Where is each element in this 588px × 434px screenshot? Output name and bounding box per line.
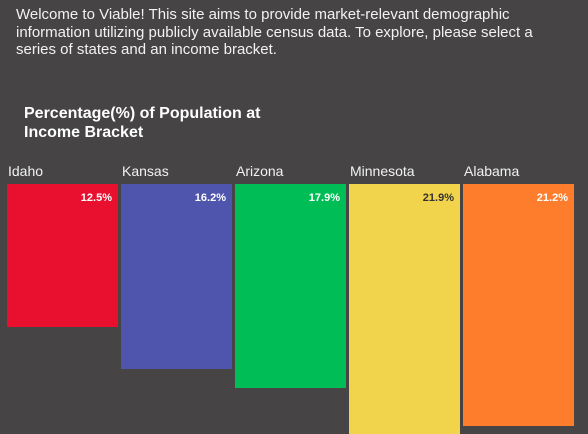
bar-chart: Idaho 12.5% Kansas 16.2% Arizona 17.9% Minneso… — [0, 160, 588, 434]
category-label: Idaho — [8, 163, 44, 179]
category-label: Alabama — [464, 163, 520, 179]
bar-alabama[interactable]: 21.2% — [463, 184, 574, 426]
bar-value-label: 21.2% — [536, 192, 568, 204]
category-label: Minnesota — [350, 163, 415, 179]
bar-value-label: 12.5% — [80, 192, 112, 204]
bar-idaho[interactable]: 12.5% — [7, 184, 118, 327]
bar-value-label: 17.9% — [308, 192, 340, 204]
bar-minnesota[interactable]: 21.9% — [349, 184, 460, 434]
category-label: Arizona — [236, 163, 284, 179]
category-label: Kansas — [122, 163, 169, 179]
chart-title: Percentage(%) of Population at Income Br… — [24, 105, 261, 141]
bar-value-label: 21.9% — [422, 192, 454, 204]
bar-kansas[interactable]: 16.2% — [121, 184, 232, 369]
bar-arizona[interactable]: 17.9% — [235, 184, 346, 388]
intro-text: Welcome to Viable! This site aims to pro… — [16, 6, 533, 58]
bar-value-label: 16.2% — [194, 192, 226, 204]
